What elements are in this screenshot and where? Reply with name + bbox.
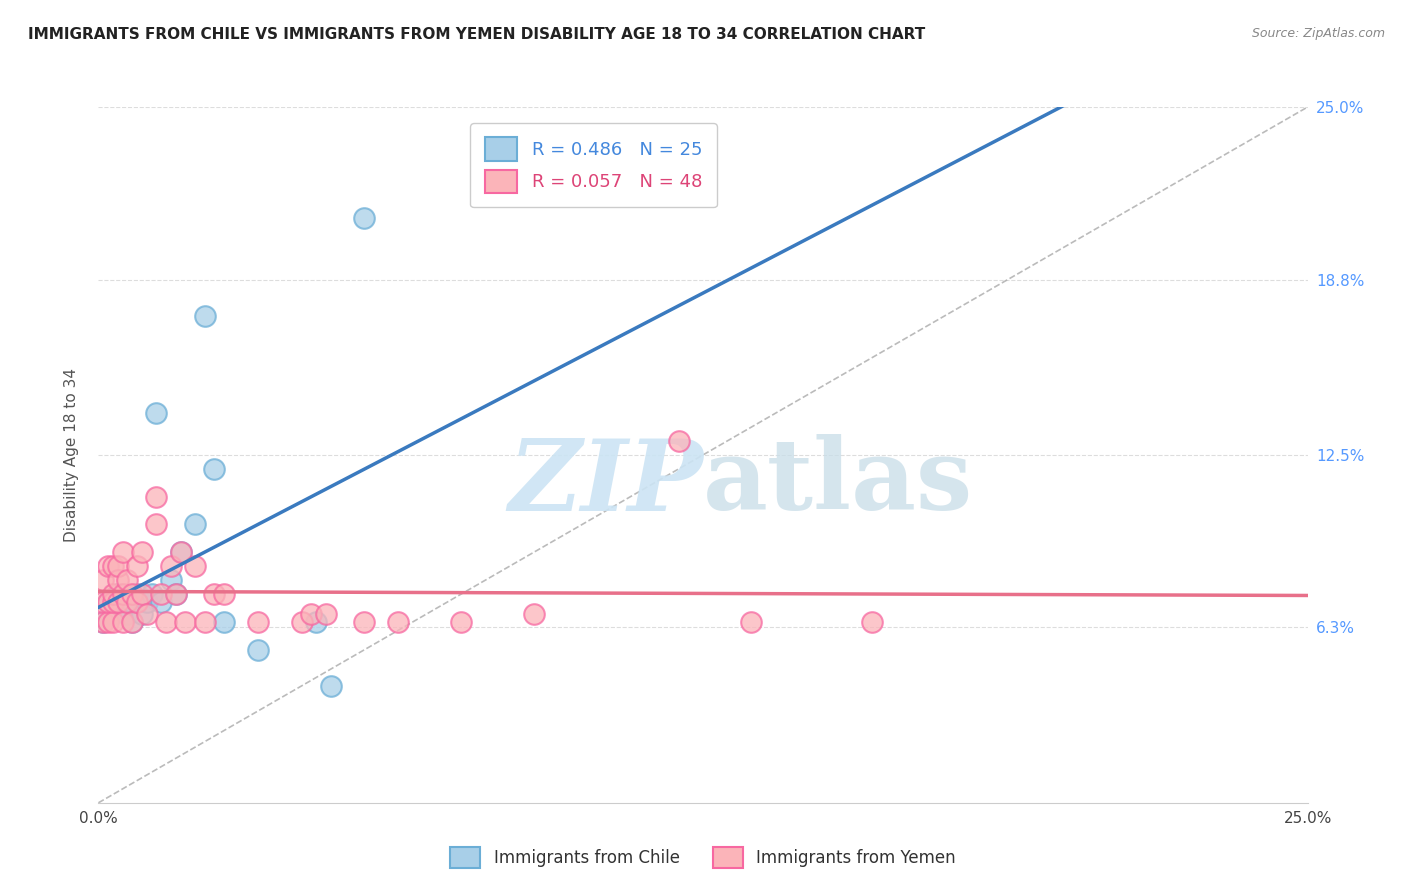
Point	[121, 587, 143, 601]
Point	[160, 559, 183, 574]
Point	[121, 615, 143, 629]
Point	[290, 615, 312, 629]
Point	[121, 615, 143, 629]
Point	[165, 587, 187, 601]
Point	[127, 559, 149, 574]
Point	[145, 490, 167, 504]
Point	[194, 615, 217, 629]
Point	[169, 545, 191, 559]
Text: atlas: atlas	[703, 434, 973, 532]
Point	[860, 615, 883, 629]
Legend: Immigrants from Chile, Immigrants from Yemen: Immigrants from Chile, Immigrants from Y…	[443, 840, 963, 875]
Point	[127, 587, 149, 601]
Point	[145, 517, 167, 532]
Point	[107, 573, 129, 587]
Point	[212, 587, 235, 601]
Y-axis label: Disability Age 18 to 34: Disability Age 18 to 34	[65, 368, 79, 542]
Point	[97, 559, 120, 574]
Point	[107, 587, 129, 601]
Point	[204, 587, 226, 601]
Point	[101, 607, 124, 621]
Point	[204, 462, 226, 476]
Point	[111, 545, 134, 559]
Point	[127, 595, 149, 609]
Point	[450, 615, 472, 629]
Point	[150, 587, 173, 601]
Point	[111, 615, 134, 629]
Point	[141, 587, 163, 601]
Point	[91, 573, 114, 587]
Point	[131, 587, 153, 601]
Point	[91, 615, 114, 629]
Point	[131, 545, 153, 559]
Point	[184, 559, 207, 574]
Point	[111, 587, 134, 601]
Point	[91, 615, 114, 629]
Point	[160, 573, 183, 587]
Point	[184, 517, 207, 532]
Point	[117, 595, 139, 609]
Point	[97, 595, 120, 609]
Point	[299, 607, 322, 621]
Text: Source: ZipAtlas.com: Source: ZipAtlas.com	[1251, 27, 1385, 40]
Point	[319, 679, 342, 693]
Point	[305, 615, 328, 629]
Text: IMMIGRANTS FROM CHILE VS IMMIGRANTS FROM YEMEN DISABILITY AGE 18 TO 34 CORRELATI: IMMIGRANTS FROM CHILE VS IMMIGRANTS FROM…	[28, 27, 925, 42]
Point	[387, 615, 409, 629]
Point	[111, 601, 134, 615]
Point	[353, 615, 375, 629]
Point	[117, 573, 139, 587]
Point	[107, 559, 129, 574]
Point	[523, 607, 546, 621]
Point	[135, 595, 157, 609]
Point	[247, 642, 270, 657]
Legend: R = 0.486   N = 25, R = 0.057   N = 48: R = 0.486 N = 25, R = 0.057 N = 48	[470, 123, 717, 207]
Point	[117, 607, 139, 621]
Point	[165, 587, 187, 601]
Point	[131, 607, 153, 621]
Point	[101, 559, 124, 574]
Point	[315, 607, 337, 621]
Point	[247, 615, 270, 629]
Point	[155, 615, 177, 629]
Point	[174, 615, 197, 629]
Point	[97, 595, 120, 609]
Point	[668, 434, 690, 448]
Point	[101, 587, 124, 601]
Point	[135, 607, 157, 621]
Point	[150, 595, 173, 609]
Point	[101, 595, 124, 609]
Text: ZIP: ZIP	[508, 434, 703, 531]
Point	[107, 595, 129, 609]
Point	[91, 595, 114, 609]
Point	[101, 615, 124, 629]
Point	[169, 545, 191, 559]
Point	[353, 211, 375, 226]
Point	[97, 615, 120, 629]
Point	[740, 615, 762, 629]
Point	[121, 595, 143, 609]
Point	[212, 615, 235, 629]
Point	[145, 406, 167, 420]
Point	[194, 309, 217, 323]
